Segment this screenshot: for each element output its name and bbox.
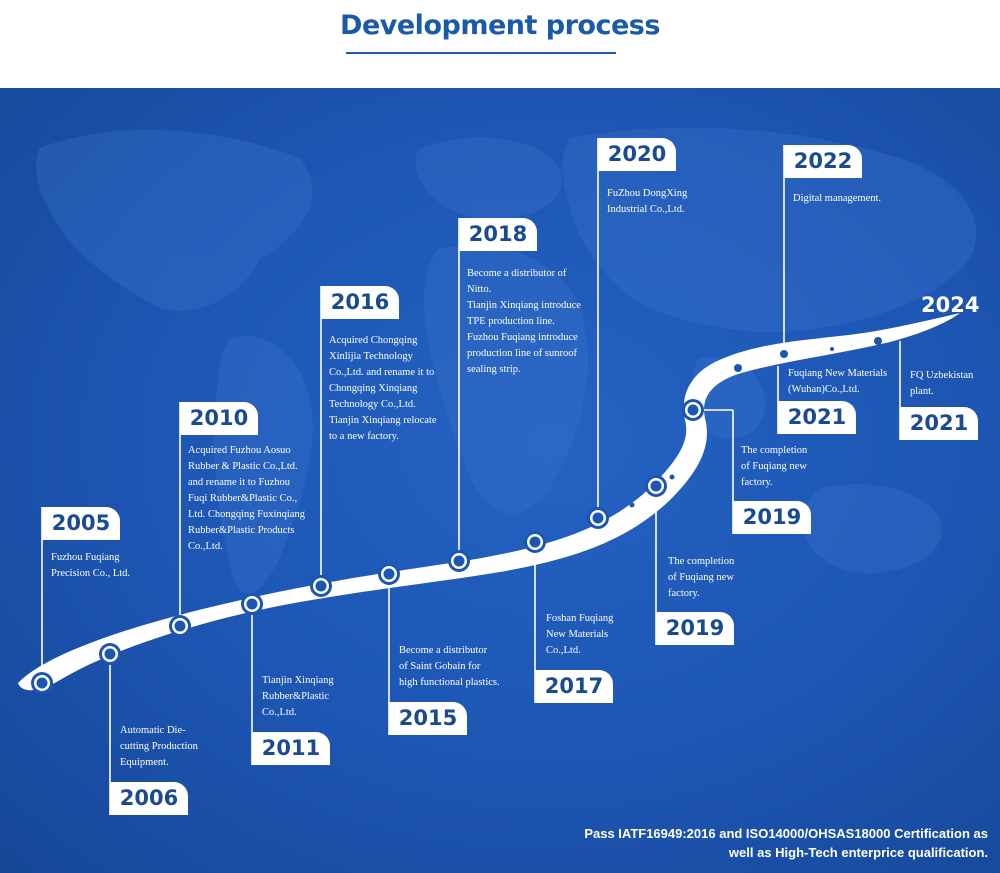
milestone-year-2021: 2021 [900,407,978,440]
timeline-node [734,364,742,372]
timeline-node [169,615,191,637]
timeline-node [310,575,332,597]
end-year-2024: 2024 [921,293,980,317]
milestone-description: FuZhou DongXing Industrial Co.,Ltd. [607,188,688,215]
milestone-description: Foshan Fuqiang New Materials Co.,Ltd. [546,613,614,656]
milestone-year-2020: 2020 [598,138,676,171]
milestone-description: Digital management. [793,193,882,204]
timeline-node [241,593,263,615]
milestone-description: Become a distributor of Nitto. Tianjin X… [467,268,581,375]
milestone-description: Acquired Chongqing Xinlijia Technology C… [329,335,437,442]
milestone-year-2006: 2006 [110,782,188,815]
timeline-node [378,563,400,585]
timeline-node [31,672,53,694]
milestone-description: Tianjin Xinqiang Rubber&Plastic Co.,Ltd. [262,675,334,718]
timeline-node [448,550,470,572]
certification-note: Pass IATF16949:2016 and ISO14000/OHSAS18… [584,826,988,860]
page-header: Development process [0,0,1000,88]
milestone-description: Fuqiang New Materials (Wuhan)Co.,Ltd. [788,368,888,395]
milestone-year-2015: 2015 [389,702,467,735]
timeline-node [524,531,546,553]
timeline-panel [0,88,1000,873]
timeline-node [874,337,882,345]
milestone-year-2022: 2022 [784,145,862,178]
milestone-year-2016: 2016 [321,286,399,319]
milestone-description: Become a distributor of Saint Gobain for… [399,645,500,688]
road-dots [629,347,834,508]
milestone-description: The completion of Fuqiang new factory. [668,556,735,599]
milestone-year-2019: 2019 [656,612,734,645]
page-title: Development process [340,10,660,41]
milestone-year-2010: 2010 [180,402,258,435]
milestone-description: Acquired Fuzhou Aosuo Rubber & Plastic C… [188,445,305,552]
milestone-nodes [31,337,882,694]
world-map-background [36,127,977,594]
milestone-year-2017: 2017 [535,670,613,703]
timeline-node [780,350,788,358]
timeline-node [645,475,667,497]
timeline-node [682,399,704,421]
timeline-node [99,643,121,665]
milestone-description: Fuzhou Fuqiang Precision Co., Ltd. [51,552,131,579]
milestone-description: The completion of Fuqiang new factory. [741,445,808,488]
milestone-year-2011: 2011 [252,732,330,765]
milestone-description: Automatic Die- cutting Production Equipm… [120,725,198,768]
title-underline [346,52,616,54]
milestone-year-2021: 2021 [778,401,856,434]
milestone-year-2018: 2018 [459,218,537,251]
milestone-year-2005: 2005 [42,507,120,540]
milestone-year-2019: 2019 [733,501,811,534]
timeline-node [587,507,609,529]
milestone-description: FQ Uzbekistan plant. [910,370,974,397]
connector-lines [41,138,901,815]
